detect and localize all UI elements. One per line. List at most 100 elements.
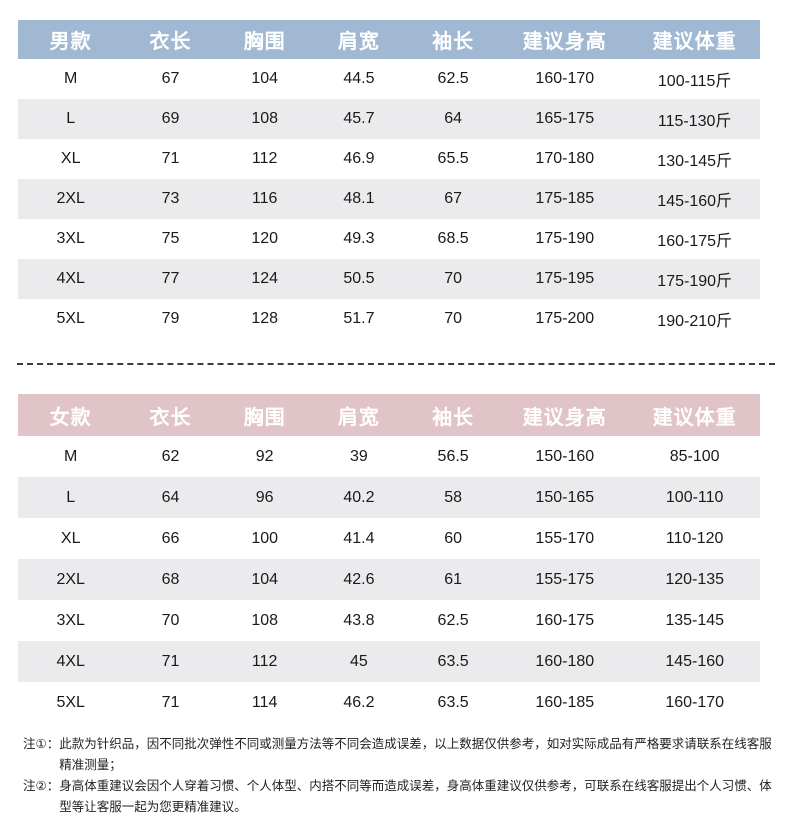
- mens-header-row: 男款 衣长 胸围 肩宽 袖长 建议身高 建议体重: [18, 20, 760, 59]
- table-row: L 69 108 45.7 64 165-175 115-130斤: [18, 99, 760, 139]
- value-cell: 115-130斤: [657, 113, 732, 130]
- value-cell: 62.5: [437, 70, 469, 87]
- value-cell: 160-175: [535, 611, 595, 629]
- value-cell: 155-170: [535, 529, 595, 547]
- note-2: 注②： 身高体重建议会因个人穿着习惯、个人体型、内搭不同等而造成误差，身高体重建…: [23, 776, 780, 818]
- column-header: 建议体重: [629, 20, 760, 59]
- value-cell: 48.1: [343, 190, 375, 207]
- value-cell: 67: [161, 70, 180, 87]
- value-cell: 75: [161, 230, 180, 247]
- table-row: 2XL 73 116 48.1 67 175-185 145-160斤: [18, 179, 760, 219]
- size-cell: 4XL: [56, 652, 85, 670]
- table-row: 4XL 77 124 50.5 70 175-195 175-190斤: [18, 259, 760, 299]
- column-header: 肩宽: [311, 394, 407, 436]
- column-header: 建议体重: [629, 394, 760, 436]
- size-cell: L: [66, 488, 76, 506]
- value-cell: 175-195: [535, 270, 595, 287]
- notes-section: 注①： 此款为针织品，因不同批次弹性不同或测量方法等不同会造成误差，以上数据仅供…: [23, 734, 780, 818]
- value-cell: 116: [251, 190, 278, 207]
- value-cell: 130-145斤: [657, 153, 733, 170]
- column-header: 胸围: [217, 394, 312, 436]
- column-header: 肩宽: [311, 20, 407, 59]
- size-cell: M: [64, 447, 78, 465]
- value-cell: 49.3: [343, 230, 375, 247]
- value-cell: 160-175斤: [657, 233, 733, 250]
- note-1-text: 此款为针织品，因不同批次弹性不同或测量方法等不同会造成误差，以上数据仅供参考，如…: [59, 737, 772, 772]
- size-cell: L: [66, 110, 76, 127]
- column-header: 建议身高: [500, 20, 630, 59]
- size-cell: 2XL: [56, 190, 85, 207]
- value-cell: 40.2: [343, 488, 375, 506]
- value-cell: 62.5: [437, 611, 469, 629]
- value-cell: 56.5: [437, 447, 469, 465]
- value-cell: 160-185: [535, 693, 595, 711]
- value-cell: 100-110: [665, 488, 724, 506]
- value-cell: 39: [350, 447, 368, 465]
- table-row: XL 66 100 41.4 60 155-170 110-120: [18, 518, 760, 559]
- value-cell: 45: [350, 652, 368, 670]
- value-cell: 66: [161, 529, 180, 547]
- value-cell: 150-160: [535, 447, 595, 465]
- table-row: M 67 104 44.5 62.5 160-170 100-115斤: [18, 59, 760, 99]
- value-cell: 45.7: [343, 110, 375, 127]
- value-cell: 170-180: [535, 150, 595, 167]
- value-cell: 165-175: [535, 110, 595, 127]
- value-cell: 124: [251, 270, 279, 287]
- value-cell: 175-200: [535, 310, 595, 327]
- value-cell: 71: [161, 652, 180, 670]
- value-cell: 70: [444, 310, 463, 327]
- value-cell: 145-160斤: [657, 193, 733, 210]
- dashed-divider: [17, 363, 775, 365]
- value-cell: 67: [444, 190, 463, 207]
- size-cell: 4XL: [56, 270, 85, 287]
- column-header: 衣长: [123, 20, 218, 59]
- value-cell: 145-160: [665, 652, 725, 670]
- column-header: 胸围: [217, 20, 312, 59]
- womens-header-row: 女款 衣长 胸围 肩宽 袖长 建议身高 建议体重: [18, 394, 760, 436]
- value-cell: 68: [161, 570, 180, 588]
- size-cell: M: [64, 70, 78, 87]
- value-cell: 65.5: [437, 150, 469, 167]
- table-row: 3XL 75 120 49.3 68.5 175-190 160-175斤: [18, 219, 760, 259]
- size-cell: 3XL: [56, 230, 85, 247]
- value-cell: 108: [251, 110, 279, 127]
- value-cell: 51.7: [343, 310, 375, 327]
- value-cell: 71: [161, 693, 180, 711]
- table-row: 5XL 79 128 51.7 70 175-200 190-210斤: [18, 299, 760, 339]
- value-cell: 61: [444, 570, 463, 588]
- value-cell: 43.8: [343, 611, 375, 629]
- value-cell: 63.5: [437, 693, 469, 711]
- note-1-label: 注①：: [23, 737, 60, 751]
- value-cell: 100: [251, 529, 279, 547]
- mens-size-table: 男款 衣长 胸围 肩宽 袖长 建议身高 建议体重 M 67 104 44.5 62.5 160-170…: [18, 20, 760, 339]
- size-cell: 2XL: [56, 570, 85, 588]
- value-cell: 150-165: [535, 488, 595, 506]
- column-header: 男款: [18, 20, 124, 59]
- value-cell: 58: [444, 488, 463, 506]
- value-cell: 73: [161, 190, 180, 207]
- value-cell: 135-145: [665, 611, 725, 629]
- value-cell: 62: [161, 447, 180, 465]
- value-cell: 120-135: [665, 570, 725, 588]
- column-header: 衣长: [123, 394, 218, 436]
- value-cell: 120: [251, 230, 279, 247]
- column-header: 袖长: [406, 20, 501, 59]
- value-cell: 64: [161, 488, 180, 506]
- value-cell: 128: [251, 310, 279, 327]
- value-cell: 114: [251, 693, 278, 711]
- note-2-text: 身高体重建议会因个人穿着习惯、个人体型、内搭不同等而造成误差，身高体重建议仅供参…: [59, 779, 772, 814]
- value-cell: 160-180: [535, 652, 595, 670]
- note-2-label: 注②：: [23, 779, 60, 793]
- value-cell: 160-170: [535, 70, 595, 87]
- table-row: XL 71 112 46.9 65.5 170-180 130-145斤: [18, 139, 760, 179]
- table-row: 5XL 71 114 46.2 63.5 160-185 160-170: [18, 682, 760, 723]
- value-cell: 92: [255, 447, 274, 465]
- value-cell: 42.6: [343, 570, 375, 588]
- value-cell: 71: [161, 150, 180, 167]
- table-row: 3XL 70 108 43.8 62.5 160-175 135-145: [18, 600, 760, 641]
- value-cell: 175-185: [535, 190, 595, 207]
- value-cell: 70: [444, 270, 463, 287]
- value-cell: 70: [161, 611, 180, 629]
- value-cell: 63.5: [437, 652, 469, 670]
- size-cell: 5XL: [56, 693, 85, 711]
